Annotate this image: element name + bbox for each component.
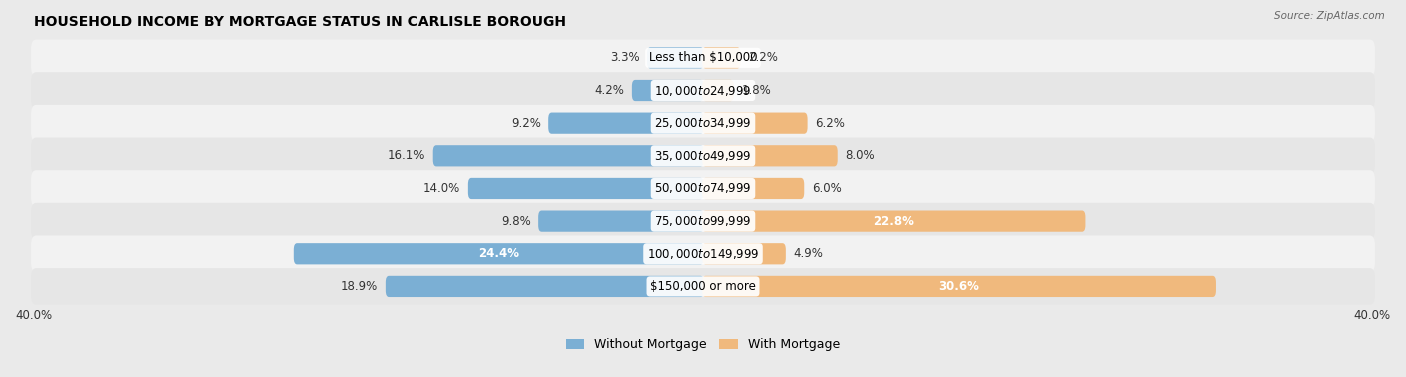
Text: $75,000 to $99,999: $75,000 to $99,999: [654, 214, 752, 228]
FancyBboxPatch shape: [702, 178, 804, 199]
Text: $150,000 or more: $150,000 or more: [650, 280, 756, 293]
Text: $10,000 to $24,999: $10,000 to $24,999: [654, 83, 752, 98]
Text: Less than $10,000: Less than $10,000: [648, 51, 758, 64]
Text: 3.3%: 3.3%: [610, 51, 640, 64]
Text: 16.1%: 16.1%: [388, 149, 425, 162]
FancyBboxPatch shape: [31, 40, 1375, 76]
FancyBboxPatch shape: [385, 276, 704, 297]
Text: 4.9%: 4.9%: [793, 247, 824, 260]
FancyBboxPatch shape: [31, 105, 1375, 141]
Text: $100,000 to $149,999: $100,000 to $149,999: [647, 247, 759, 261]
FancyBboxPatch shape: [468, 178, 704, 199]
Text: 24.4%: 24.4%: [478, 247, 519, 260]
Text: $35,000 to $49,999: $35,000 to $49,999: [654, 149, 752, 163]
FancyBboxPatch shape: [702, 276, 1216, 297]
Text: $50,000 to $74,999: $50,000 to $74,999: [654, 181, 752, 195]
FancyBboxPatch shape: [702, 210, 1085, 232]
Text: 9.8%: 9.8%: [501, 215, 530, 228]
FancyBboxPatch shape: [31, 72, 1375, 109]
FancyBboxPatch shape: [702, 47, 741, 69]
FancyBboxPatch shape: [433, 145, 704, 166]
FancyBboxPatch shape: [702, 243, 786, 264]
Text: Source: ZipAtlas.com: Source: ZipAtlas.com: [1274, 11, 1385, 21]
Text: HOUSEHOLD INCOME BY MORTGAGE STATUS IN CARLISLE BOROUGH: HOUSEHOLD INCOME BY MORTGAGE STATUS IN C…: [34, 15, 565, 29]
FancyBboxPatch shape: [31, 268, 1375, 305]
FancyBboxPatch shape: [548, 113, 704, 134]
FancyBboxPatch shape: [31, 203, 1375, 239]
Text: 18.9%: 18.9%: [342, 280, 378, 293]
FancyBboxPatch shape: [31, 170, 1375, 207]
FancyBboxPatch shape: [31, 138, 1375, 174]
FancyBboxPatch shape: [702, 113, 807, 134]
Text: 8.0%: 8.0%: [845, 149, 875, 162]
Text: 2.2%: 2.2%: [748, 51, 778, 64]
Text: 22.8%: 22.8%: [873, 215, 914, 228]
FancyBboxPatch shape: [702, 145, 838, 166]
FancyBboxPatch shape: [702, 80, 734, 101]
Text: 6.0%: 6.0%: [811, 182, 842, 195]
FancyBboxPatch shape: [631, 80, 704, 101]
FancyBboxPatch shape: [538, 210, 704, 232]
Text: 1.8%: 1.8%: [741, 84, 772, 97]
FancyBboxPatch shape: [294, 243, 704, 264]
Text: 4.2%: 4.2%: [595, 84, 624, 97]
Text: 14.0%: 14.0%: [423, 182, 460, 195]
Text: 6.2%: 6.2%: [815, 116, 845, 130]
FancyBboxPatch shape: [31, 236, 1375, 272]
Text: 30.6%: 30.6%: [939, 280, 980, 293]
Legend: Without Mortgage, With Mortgage: Without Mortgage, With Mortgage: [561, 333, 845, 356]
FancyBboxPatch shape: [647, 47, 704, 69]
Text: $25,000 to $34,999: $25,000 to $34,999: [654, 116, 752, 130]
Text: 9.2%: 9.2%: [510, 116, 541, 130]
